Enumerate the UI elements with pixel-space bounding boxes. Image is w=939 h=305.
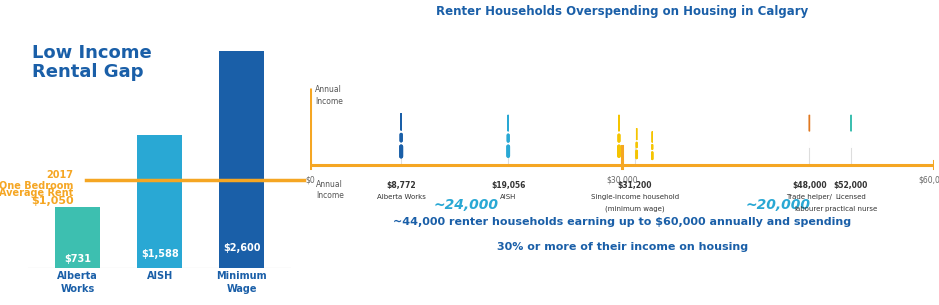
- Text: (minimum wage): (minimum wage): [605, 206, 665, 212]
- Bar: [137, 135, 182, 268]
- Text: Annual
Income: Annual Income: [316, 85, 343, 106]
- Text: $48,000: $48,000: [793, 181, 826, 191]
- Text: Average Rent: Average Rent: [0, 188, 73, 198]
- Text: labourer: labourer: [794, 206, 824, 212]
- Text: $52,000: $52,000: [834, 181, 869, 191]
- Text: $1,588: $1,588: [141, 249, 178, 259]
- Text: Alberta Works: Alberta Works: [377, 194, 425, 200]
- Text: One Bedroom: One Bedroom: [0, 181, 73, 191]
- Text: $8,772: $8,772: [386, 181, 416, 191]
- Text: ~44,000 renter households earning up to $60,000 annually and spending: ~44,000 renter households earning up to …: [393, 217, 851, 227]
- Text: Single-income household: Single-income household: [591, 194, 679, 200]
- Text: $60,000: $60,000: [918, 175, 939, 185]
- Text: 2017: 2017: [46, 170, 73, 180]
- Text: $0: $0: [305, 175, 315, 185]
- Bar: [54, 207, 100, 268]
- Text: AISH: AISH: [500, 194, 516, 200]
- Text: ~24,000: ~24,000: [434, 198, 499, 212]
- Text: $30,000: $30,000: [607, 175, 638, 185]
- Text: $1,050: $1,050: [31, 196, 73, 206]
- Text: 30% or more of their income on housing: 30% or more of their income on housing: [497, 242, 747, 253]
- Text: Renter Households Overspending on Housing in Calgary: Renter Households Overspending on Housin…: [436, 5, 808, 18]
- Text: Low Income
Rental Gap: Low Income Rental Gap: [32, 44, 152, 81]
- Text: $731: $731: [64, 254, 91, 264]
- Text: practical nurse: practical nurse: [825, 206, 877, 212]
- Text: ~20,000: ~20,000: [746, 198, 810, 212]
- Bar: [219, 51, 265, 268]
- Text: $31,200: $31,200: [617, 181, 652, 191]
- Text: Licensed: Licensed: [836, 194, 867, 200]
- Text: Annual
Income: Annual Income: [316, 180, 344, 200]
- Text: Trade helper/: Trade helper/: [787, 194, 832, 200]
- Text: $2,600: $2,600: [223, 243, 260, 253]
- Text: $19,056: $19,056: [491, 181, 526, 191]
